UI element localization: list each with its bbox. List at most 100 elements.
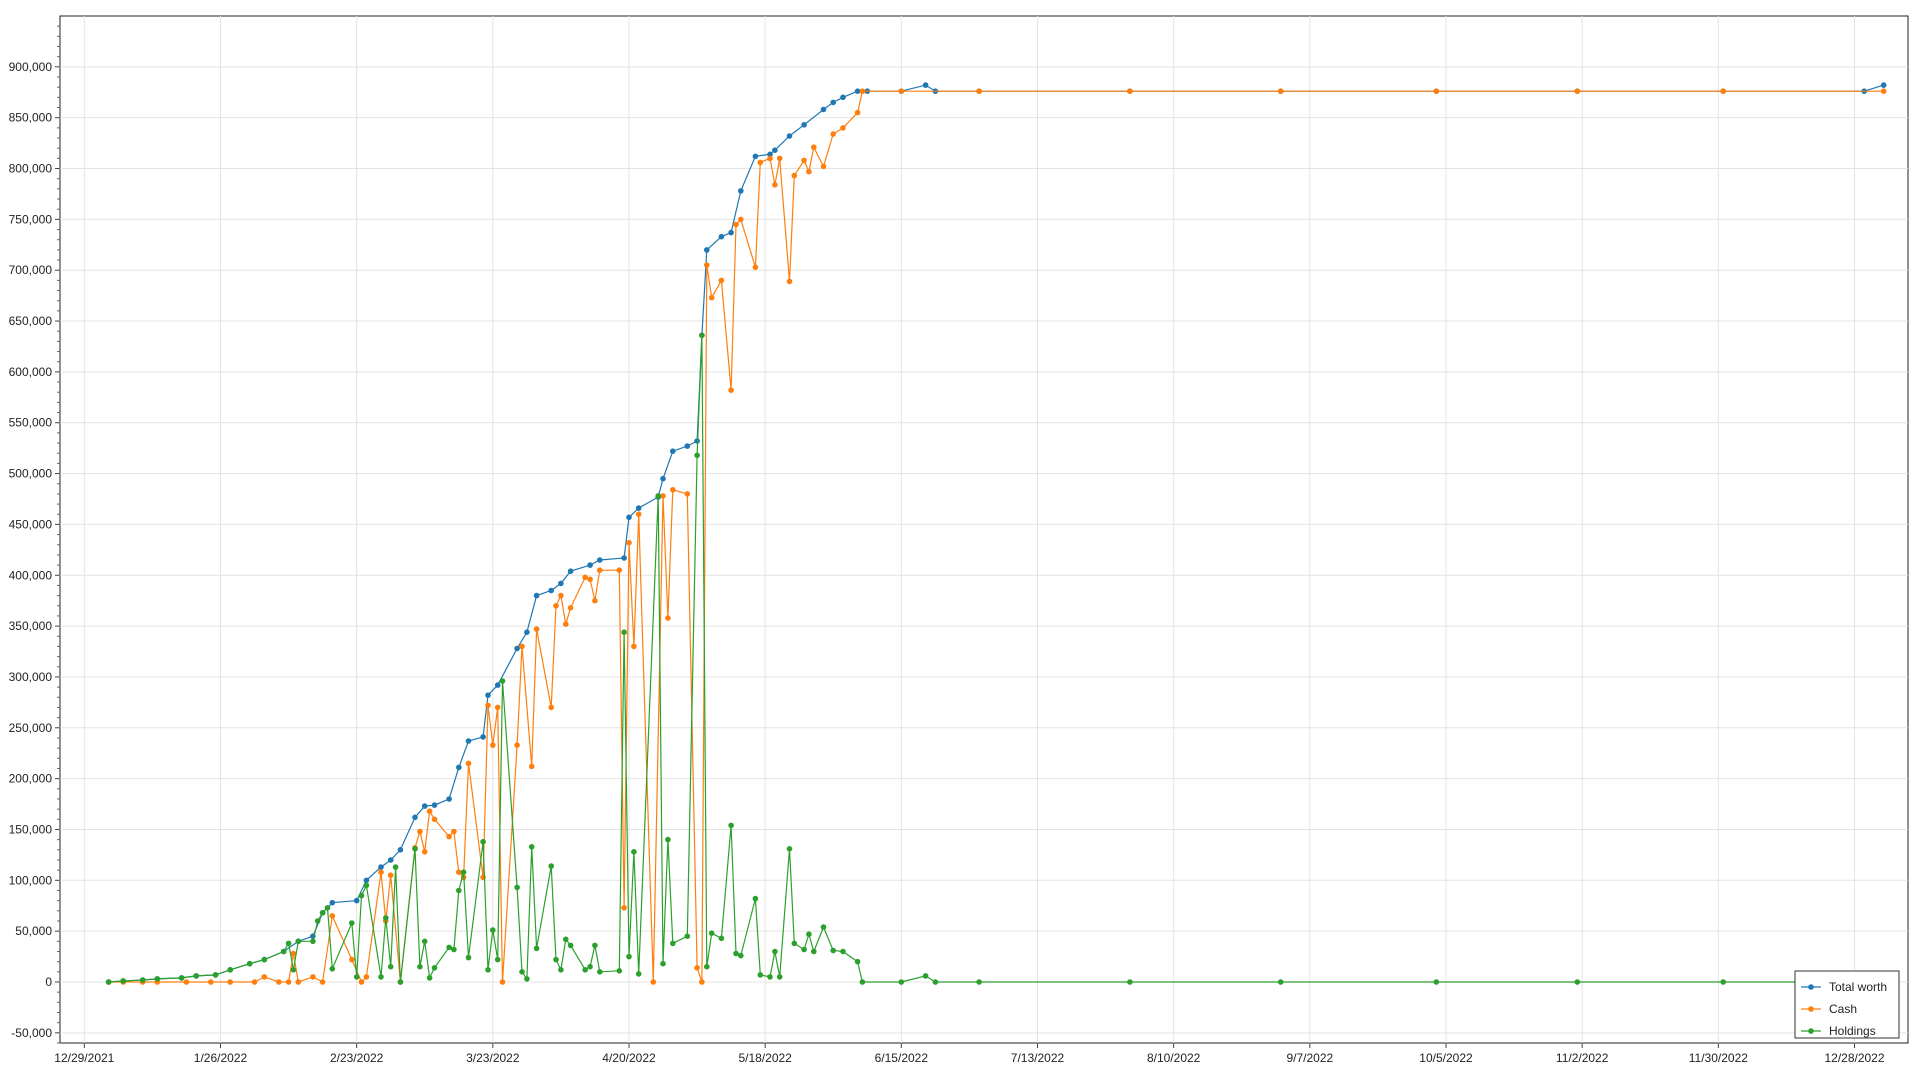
data-point-cash [558, 592, 564, 599]
y-tick-label: 900,000 [9, 60, 53, 74]
data-point-total-worth [397, 847, 404, 853]
data-point-total-worth [660, 475, 666, 482]
data-point-holdings [811, 948, 817, 955]
data-point-cash [898, 88, 905, 94]
data-point-cash [290, 950, 297, 957]
data-point-cash [733, 221, 739, 228]
data-point-cash [261, 974, 268, 980]
y-tick-label: 550,000 [9, 416, 53, 430]
y-tick-label: 450,000 [9, 517, 53, 531]
data-point-cash [650, 979, 657, 985]
data-point-total-worth [387, 857, 394, 863]
data-point-cash [1127, 88, 1133, 94]
data-point-total-worth [485, 692, 491, 698]
data-point-holdings [524, 976, 530, 982]
y-tick-label: 650,000 [9, 314, 53, 328]
y-tick-label: 300,000 [9, 670, 53, 684]
data-point-total-worth [514, 645, 520, 652]
data-point-cash [1880, 88, 1887, 94]
data-point-holdings [412, 846, 418, 852]
data-point-holdings [490, 927, 496, 933]
data-point-holdings [587, 963, 593, 970]
data-point-cash [465, 760, 472, 767]
data-point-cash [446, 833, 452, 840]
y-tick-label: 250,000 [9, 721, 53, 735]
data-point-cash [387, 872, 394, 878]
data-point-holdings [592, 942, 598, 949]
data-point-holdings [120, 978, 126, 984]
data-point-holdings [1720, 979, 1726, 985]
data-point-cash [635, 511, 642, 517]
data-point-cash [791, 172, 798, 179]
data-point-cash [704, 262, 710, 268]
data-point-holdings [431, 965, 438, 971]
data-point-total-worth [752, 153, 759, 160]
data-point-holdings [567, 942, 574, 949]
data-point-cash [786, 278, 793, 285]
data-point-holdings [353, 974, 360, 980]
data-point-cash [1277, 88, 1284, 94]
data-point-holdings [329, 966, 336, 972]
data-point-holdings [499, 678, 506, 684]
data-point-holdings [314, 918, 321, 924]
data-point-total-worth [670, 448, 676, 455]
data-point-holdings [738, 952, 744, 959]
series-line-holdings [108, 335, 1884, 983]
data-point-holdings [670, 940, 676, 947]
data-point-cash [528, 763, 535, 770]
data-point-total-worth [421, 803, 428, 809]
x-tick-label: 11/2/2022 [1556, 1051, 1609, 1065]
data-point-holdings [708, 930, 715, 936]
data-point-total-worth [772, 147, 778, 153]
data-point-cash [251, 979, 258, 985]
y-tick-label: 400,000 [9, 568, 53, 582]
data-point-holdings [898, 979, 905, 985]
x-tick-label: 10/5/2022 [1419, 1051, 1473, 1065]
y-tick-label: -50,000 [11, 1026, 52, 1040]
data-point-holdings [465, 954, 472, 961]
data-point-holdings [757, 972, 764, 978]
data-point-cash [319, 979, 326, 985]
data-point-total-worth [597, 557, 603, 563]
data-point-holdings [324, 905, 331, 911]
data-point-holdings [246, 960, 253, 967]
data-point-holdings [193, 973, 199, 979]
data-point-cash [329, 913, 336, 919]
data-point-holdings [154, 976, 161, 982]
x-tick-label: 3/23/2022 [466, 1051, 520, 1065]
data-point-total-worth [363, 877, 370, 884]
data-point-cash [772, 182, 778, 188]
data-point-total-worth [533, 592, 540, 599]
data-point-cash [1720, 88, 1726, 94]
data-point-holdings [227, 967, 233, 973]
data-point-total-worth [412, 814, 418, 821]
data-point-total-worth [704, 247, 710, 253]
data-point-cash [310, 974, 316, 980]
data-point-holdings [397, 979, 404, 985]
data-point-holdings [456, 887, 462, 894]
data-point-cash [1433, 88, 1440, 94]
data-point-holdings [626, 953, 632, 960]
y-tick-label: 750,000 [9, 212, 53, 226]
data-point-cash [208, 979, 214, 985]
data-point-total-worth [738, 188, 744, 194]
x-tick-label: 5/18/2022 [738, 1051, 792, 1065]
data-point-cash [684, 491, 691, 497]
data-point-holdings [261, 956, 268, 963]
data-point-cash [597, 567, 603, 573]
data-point-holdings [660, 960, 666, 967]
data-point-cash [553, 603, 559, 609]
data-point-cash [806, 168, 812, 175]
data-point-cash [976, 88, 982, 94]
data-point-cash [451, 828, 457, 835]
data-point-holdings [830, 947, 836, 954]
data-point-holdings [772, 948, 778, 955]
data-point-cash [1574, 88, 1581, 94]
data-point-cash [548, 704, 554, 711]
data-point-holdings [1574, 979, 1581, 985]
data-point-cash [485, 702, 491, 709]
data-point-cash [533, 626, 540, 632]
x-tick-label: 4/20/2022 [602, 1051, 656, 1065]
